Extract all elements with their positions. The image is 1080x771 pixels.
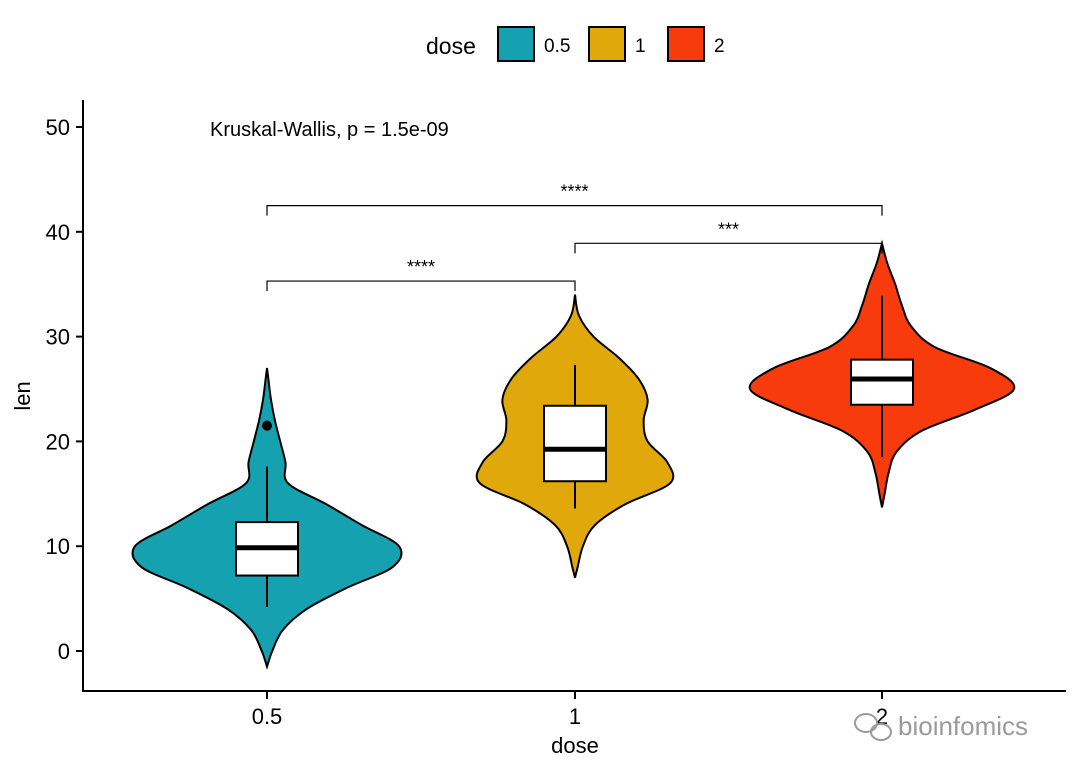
comparison-0-5-vs-2-label: **** xyxy=(560,182,588,202)
y-axis-title: len xyxy=(10,381,35,410)
legend-title: dose xyxy=(426,33,476,59)
comparison-0-5-vs-1-label: **** xyxy=(407,257,435,277)
x-tick-label-0-5: 0.5 xyxy=(252,704,283,729)
wechat-icon xyxy=(854,713,892,741)
outlier-0-5-0 xyxy=(262,420,272,431)
x-tick-label-2: 2 xyxy=(876,704,888,729)
legend-swatch-1 xyxy=(588,26,626,62)
legend-swatch-0-5 xyxy=(497,26,535,62)
group-1 xyxy=(475,294,675,578)
y-tick-label-10: 10 xyxy=(46,534,70,559)
comparison-brackets: *********** xyxy=(266,182,883,292)
legend-swatch-2 xyxy=(667,26,705,62)
watermark: bioinfomics xyxy=(854,711,1028,741)
comparison-0-5-vs-1-bracket xyxy=(266,280,576,292)
box-2 xyxy=(850,358,914,406)
x-axis-title: dose xyxy=(551,733,599,758)
comparison-1-vs-2-label: *** xyxy=(718,219,739,239)
kruskal-wallis-annotation: Kruskal-Wallis, p = 1.5e-09 xyxy=(210,119,449,141)
box-1 xyxy=(543,404,607,483)
y-tick-label-30: 30 xyxy=(46,325,70,350)
y-tick-label-50: 50 xyxy=(46,115,70,140)
comparison-0-5-vs-2-bracket xyxy=(266,205,883,216)
y-tick-label-40: 40 xyxy=(46,220,70,245)
y-tick-label-0: 0 xyxy=(58,639,70,664)
legend-label-1: 1 xyxy=(635,36,646,57)
legend-label-2: 2 xyxy=(714,36,725,57)
x-ticks: 0.5 1 2 xyxy=(252,691,888,729)
group-2 xyxy=(748,239,1016,508)
y-tick-label-20: 20 xyxy=(46,429,70,454)
comparison-1-vs-2-bracket xyxy=(574,242,883,254)
x-tick-label-1: 1 xyxy=(569,704,581,729)
legend: dose 0.5 1 2 xyxy=(426,26,725,62)
y-ticks: 0 10 20 30 40 50 xyxy=(46,115,83,664)
legend-label-0-5: 0.5 xyxy=(544,36,570,57)
group-0-5 xyxy=(131,367,403,670)
watermark-text: bioinfomics xyxy=(898,711,1028,741)
violin-groups xyxy=(131,239,1016,670)
